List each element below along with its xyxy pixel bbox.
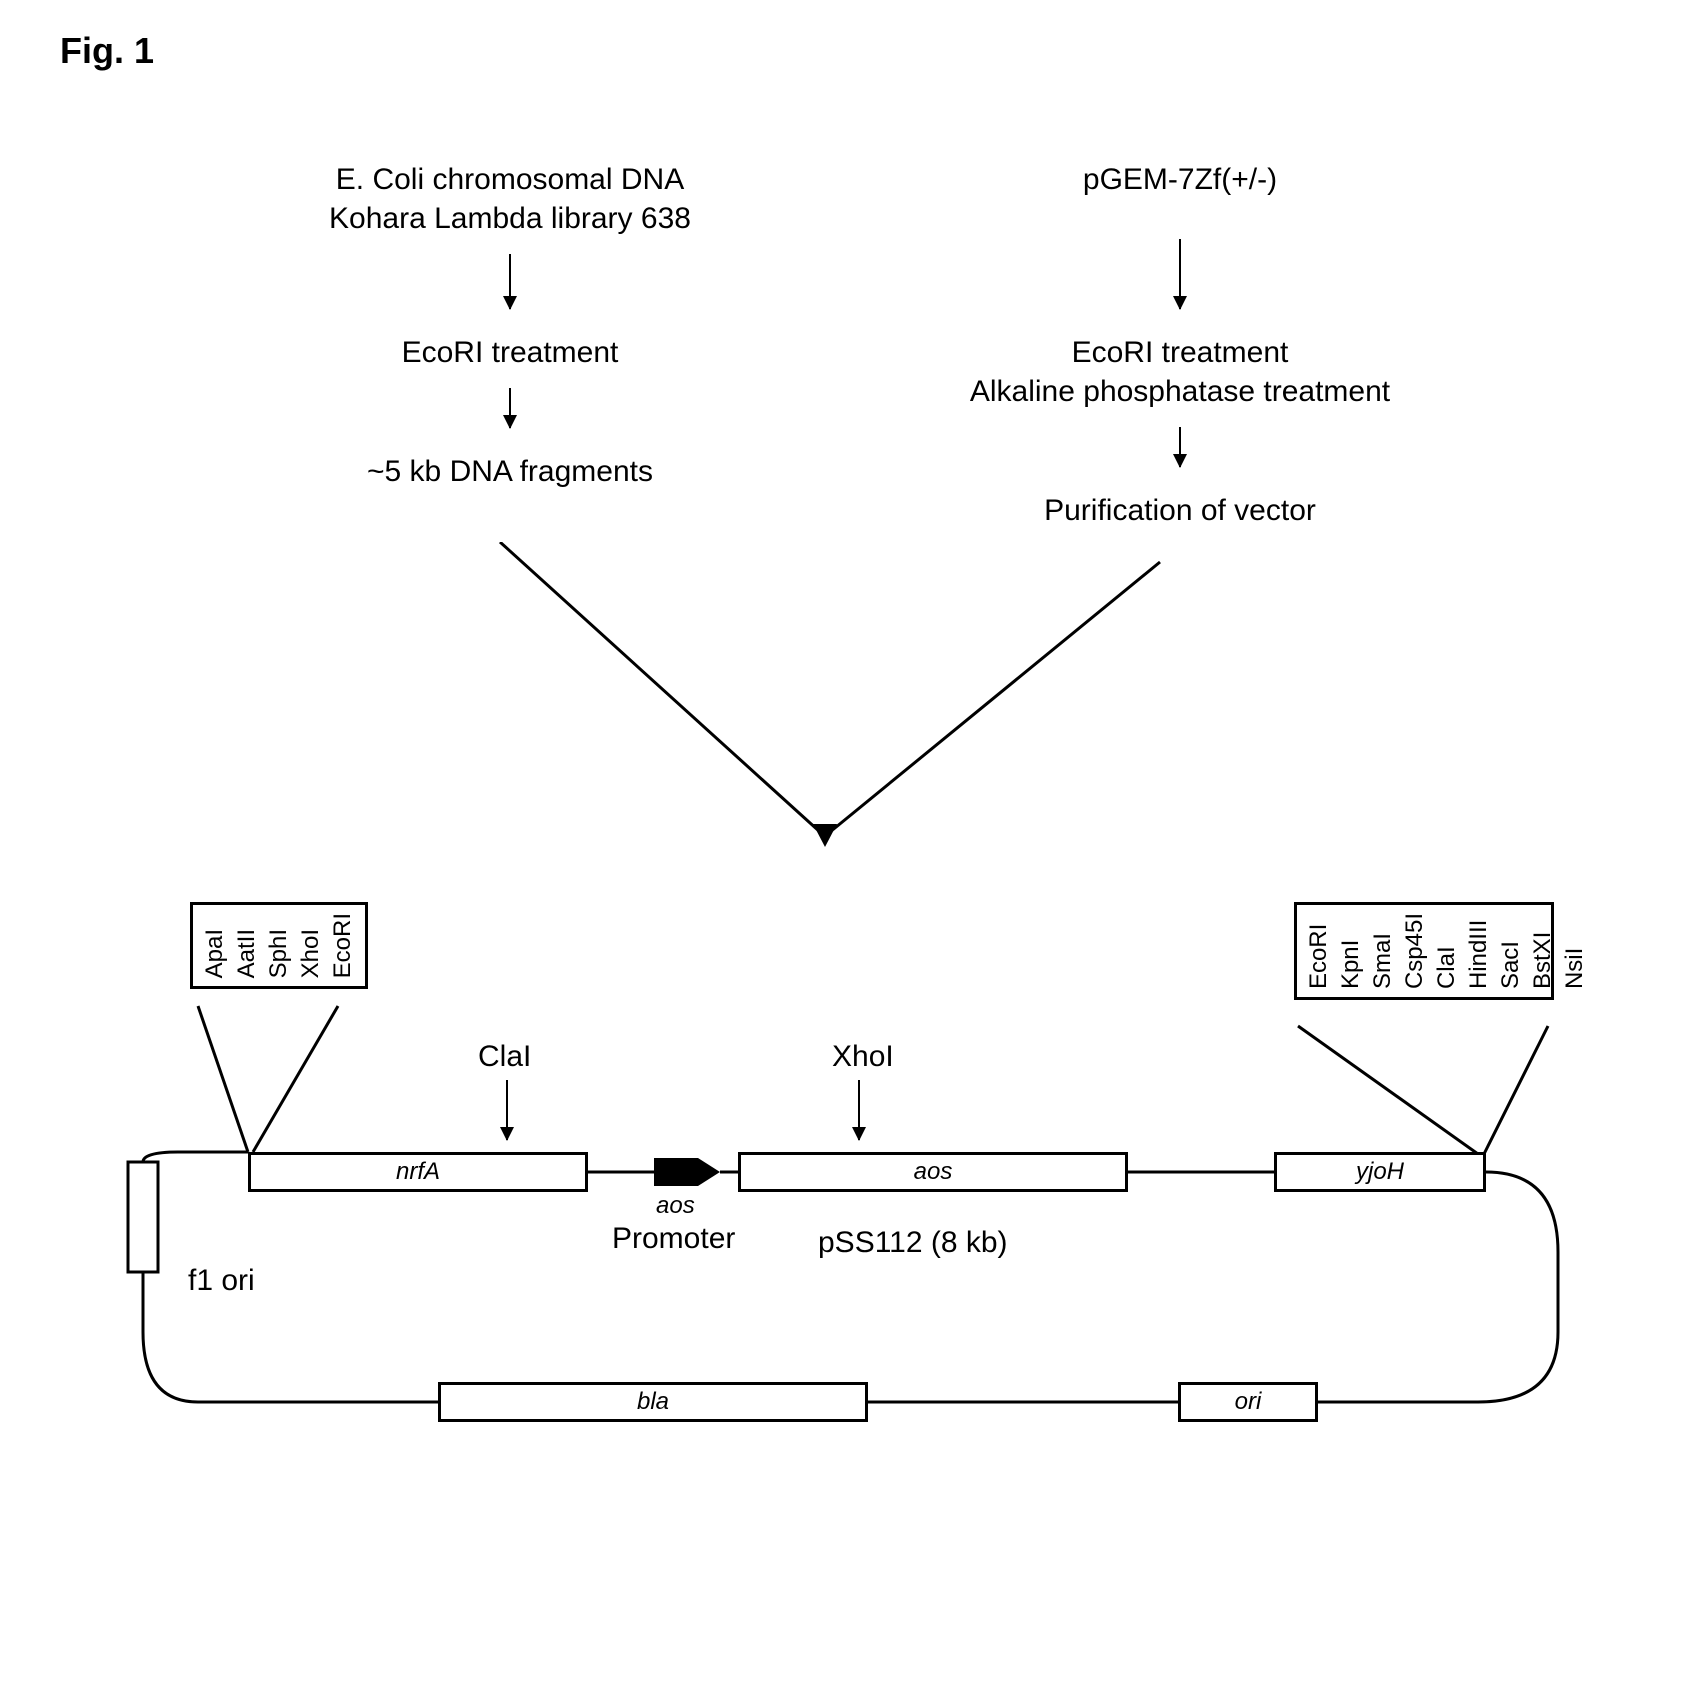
arrow-down-icon <box>1179 427 1181 467</box>
flow-left-column: E. Coli chromosomal DNA Kohara Lambda li… <box>300 152 720 499</box>
flow-right-step1-line1: EcoRI treatment <box>930 333 1430 372</box>
gene-nrfA: nrfA <box>248 1152 588 1192</box>
flow-right-column: pGEM-7Zf(+/-) EcoRI treatment Alkaline p… <box>930 152 1430 538</box>
flow-right-start: pGEM-7Zf(+/-) <box>930 160 1430 199</box>
f1-ori-label: f1 ori <box>188 1264 255 1298</box>
plasmid-diagram: ApaI AatII SphI XhoI EcoRI EcoRI KpnI Sm… <box>98 902 1598 1462</box>
arrow-down-icon <box>509 388 511 428</box>
converge-arrows-icon <box>60 542 1636 882</box>
promoter-aos-label: aos <box>656 1192 695 1220</box>
gene-ori: ori <box>1178 1382 1318 1422</box>
flow-right-step2: Purification of vector <box>930 491 1430 530</box>
flow-left-step1: EcoRI treatment <box>300 333 720 372</box>
flow-right-step1-line2: Alkaline phosphatase treatment <box>930 372 1430 411</box>
plasmid-name: pSS112 (8 kb) <box>818 1226 1008 1260</box>
flow-left-start: E. Coli chromosomal DNA Kohara Lambda li… <box>300 160 720 238</box>
flow-right-step1: EcoRI treatment Alkaline phosphatase tre… <box>930 333 1430 411</box>
gene-yjoH: yjoH <box>1274 1152 1486 1192</box>
flow-left-start-line1: E. Coli chromosomal DNA <box>300 160 720 199</box>
flow-left-start-line2: Kohara Lambda library 638 <box>300 199 720 238</box>
flow-left-step2: ~5 kb DNA fragments <box>300 452 720 491</box>
gene-bla: bla <box>438 1382 868 1422</box>
figure-label: Fig. 1 <box>60 30 1636 72</box>
gene-aos: aos <box>738 1152 1128 1192</box>
arrow-down-icon <box>1179 239 1181 309</box>
promoter-label: Promoter <box>612 1222 735 1256</box>
flowchart-region: E. Coli chromosomal DNA Kohara Lambda li… <box>60 152 1636 672</box>
arrow-down-icon <box>509 254 511 309</box>
